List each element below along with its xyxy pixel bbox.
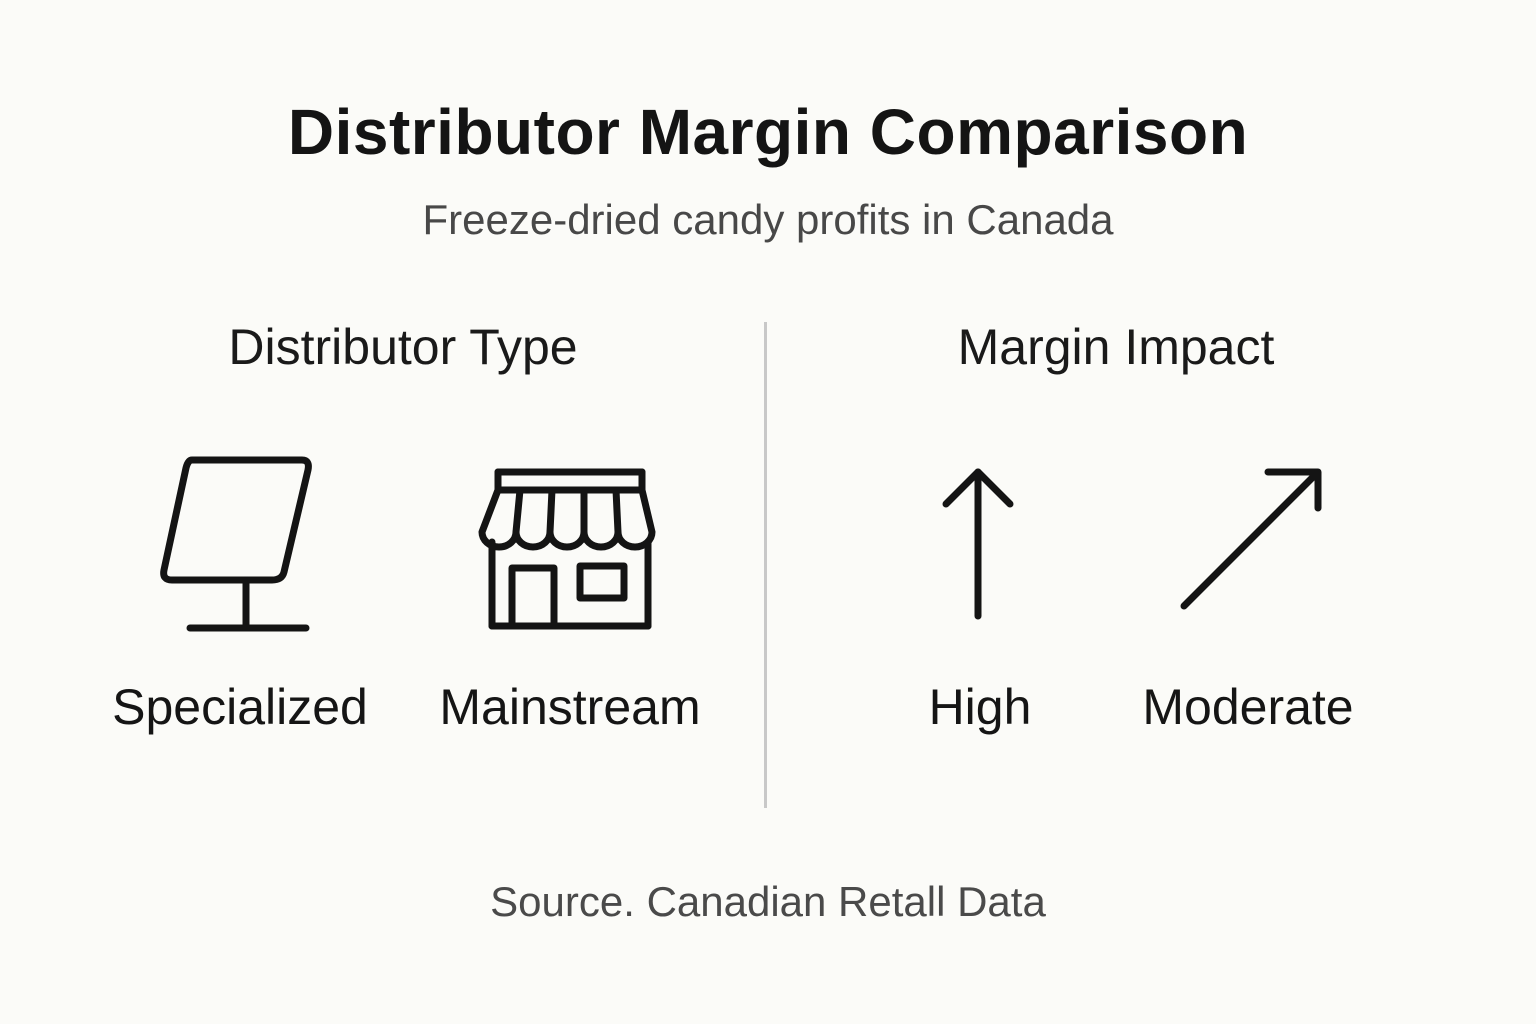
label-specialized: Specialized — [112, 679, 368, 735]
arrow-up-right-icon — [1180, 468, 1322, 610]
page-title: Distributor Margin Comparison — [287, 96, 1249, 168]
label-mainstream: Mainstream — [439, 679, 701, 735]
source-note: Source. Canadian Retall Data — [490, 878, 1046, 925]
page-subtitle: Freeze-dried candy profits in Canada — [422, 196, 1114, 243]
storefront-icon — [478, 468, 656, 630]
label-high: High — [928, 679, 1032, 735]
display-stand-icon — [160, 456, 312, 632]
arrow-up-icon — [942, 468, 1014, 620]
label-moderate: Moderate — [1142, 679, 1354, 735]
margin-impact-heading: Margin Impact — [957, 319, 1275, 375]
distributor-type-heading: Distributor Type — [228, 319, 578, 375]
column-divider — [764, 322, 767, 808]
